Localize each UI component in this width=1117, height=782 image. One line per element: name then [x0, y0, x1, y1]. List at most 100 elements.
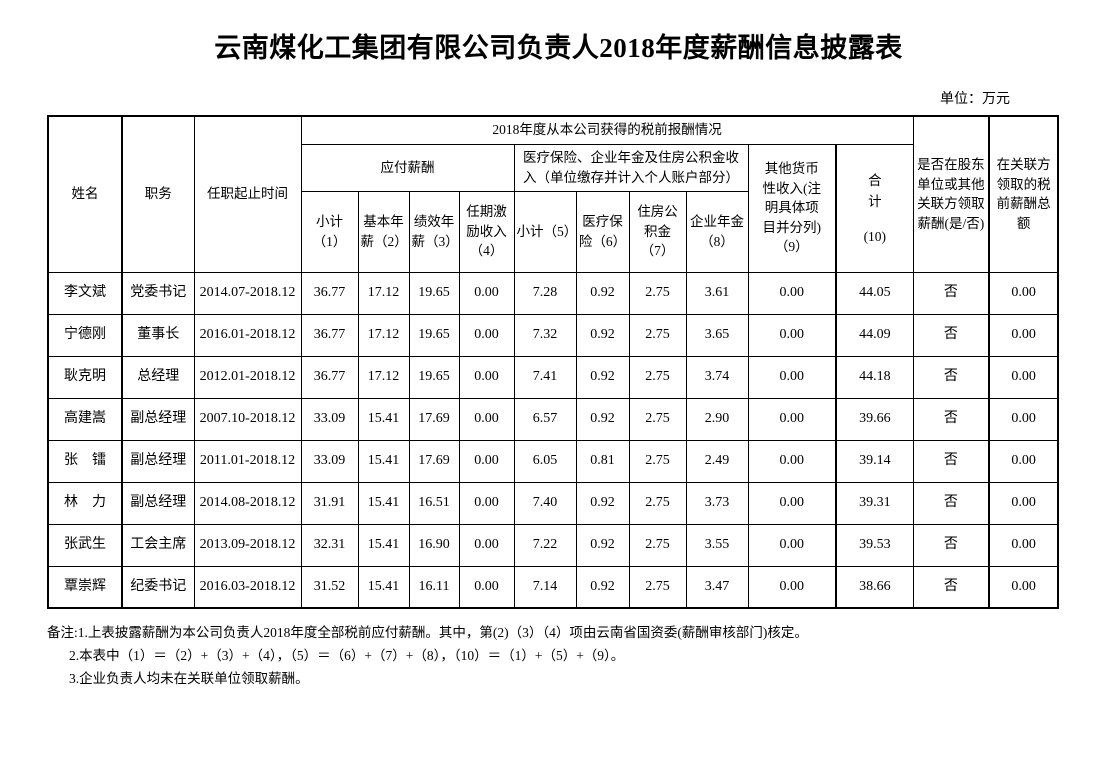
- cell-base-salary: 15.41: [357, 481, 410, 525]
- cell-base-salary: 15.41: [357, 397, 410, 441]
- table-row: 李文斌 党委书记 2014.07-2018.12 36.77 17.12 19.…: [47, 271, 1059, 315]
- cell-name: 李文斌: [47, 271, 123, 315]
- cell-name: 覃崇辉: [47, 565, 123, 609]
- header-annuity: 企业年金（8）: [685, 190, 749, 273]
- cell-related-total: 0.00: [988, 313, 1059, 357]
- cell-medical-insurance: 0.92: [575, 355, 630, 399]
- cell-shareholder-pay: 否: [912, 439, 990, 483]
- cell-position: 董事长: [121, 313, 195, 357]
- cell-subtotal-1: 31.52: [300, 565, 359, 609]
- cell-position: 纪委书记: [121, 565, 195, 609]
- header-shareholder-pay: 是否在股东单位或其他关联方领取薪酬(是/否): [912, 115, 990, 273]
- cell-position: 工会主席: [121, 523, 195, 567]
- cell-base-salary: 15.41: [357, 439, 410, 483]
- cell-performance-salary: 19.65: [408, 271, 460, 315]
- cell-total: 39.14: [834, 439, 914, 483]
- cell-tenure-incentive: 0.00: [458, 523, 515, 567]
- cell-base-salary: 17.12: [357, 313, 410, 357]
- header-base-salary: 基本年薪（2）: [357, 190, 410, 273]
- table-row: 张武生 工会主席 2013.09-2018.12 32.31 15.41 16.…: [47, 523, 1059, 567]
- cell-term: 2016.03-2018.12: [193, 565, 302, 609]
- cell-term: 2012.01-2018.12: [193, 355, 302, 399]
- cell-subtotal-1: 33.09: [300, 397, 359, 441]
- header-insurance-group: 医疗保险、企业年金及住房公积金收入（单位缴存并计入个人账户部分）: [513, 143, 749, 192]
- cell-shareholder-pay: 否: [912, 565, 990, 609]
- header-subtotal-1: 小计（1）: [300, 190, 359, 273]
- cell-position: 副总经理: [121, 397, 195, 441]
- cell-position: 副总经理: [121, 439, 195, 483]
- cell-other-income: 0.00: [747, 523, 837, 567]
- cell-subtotal-5: 7.14: [513, 565, 577, 609]
- cell-name: 耿克明: [47, 355, 123, 399]
- cell-annuity: 3.65: [685, 313, 749, 357]
- cell-subtotal-5: 7.40: [513, 481, 577, 525]
- note-line-2: 2.本表中（1）＝（2）+（3）+（4），（5）＝（6）+（7）+（8），（10…: [69, 648, 625, 663]
- cell-shareholder-pay: 否: [912, 313, 990, 357]
- cell-annuity: 3.47: [685, 565, 749, 609]
- cell-term: 2014.08-2018.12: [193, 481, 302, 525]
- cell-name: 张 镭: [47, 439, 123, 483]
- cell-medical-insurance: 0.92: [575, 523, 630, 567]
- cell-total: 39.66: [834, 397, 914, 441]
- cell-position: 副总经理: [121, 481, 195, 525]
- cell-total: 39.53: [834, 523, 914, 567]
- note-line-3: 3.企业负责人均未在关联单位领取薪酬。: [69, 671, 309, 686]
- cell-related-total: 0.00: [988, 355, 1059, 399]
- cell-related-total: 0.00: [988, 523, 1059, 567]
- cell-total: 44.05: [834, 271, 914, 315]
- cell-subtotal-5: 7.22: [513, 523, 577, 567]
- cell-name: 宁德刚: [47, 313, 123, 357]
- header-housing-fund: 住房公积金（7）: [628, 190, 687, 273]
- cell-related-total: 0.00: [988, 565, 1059, 609]
- cell-shareholder-pay: 否: [912, 397, 990, 441]
- cell-housing-fund: 2.75: [628, 313, 687, 357]
- header-pretax-group: 2018年度从本公司获得的税前报酬情况: [300, 115, 914, 145]
- cell-base-salary: 17.12: [357, 271, 410, 315]
- cell-position: 总经理: [121, 355, 195, 399]
- cell-term: 2013.09-2018.12: [193, 523, 302, 567]
- cell-medical-insurance: 0.92: [575, 313, 630, 357]
- cell-subtotal-1: 36.77: [300, 271, 359, 315]
- cell-base-salary: 15.41: [357, 523, 410, 567]
- cell-base-salary: 17.12: [357, 355, 410, 399]
- table-row: 张 镭 副总经理 2011.01-2018.12 33.09 15.41 17.…: [47, 439, 1059, 483]
- cell-total: 38.66: [834, 565, 914, 609]
- header-related-total: 在关联方领取的税前薪酬总额: [988, 115, 1059, 273]
- cell-other-income: 0.00: [747, 565, 837, 609]
- unit-label: 单位：万元: [940, 92, 1010, 107]
- cell-tenure-incentive: 0.00: [458, 271, 515, 315]
- cell-subtotal-5: 7.41: [513, 355, 577, 399]
- header-tenure-incentive: 任期激励收入（4）: [458, 190, 515, 273]
- cell-annuity: 3.74: [685, 355, 749, 399]
- cell-housing-fund: 2.75: [628, 565, 687, 609]
- notes: 备注:1.上表披露薪酬为本公司负责人2018年度全部税前应付薪酬。其中，第(2)…: [47, 621, 1047, 690]
- cell-other-income: 0.00: [747, 271, 837, 315]
- cell-subtotal-5: 7.28: [513, 271, 577, 315]
- cell-total: 44.09: [834, 313, 914, 357]
- cell-performance-salary: 19.65: [408, 313, 460, 357]
- header-position: 职务: [121, 115, 195, 273]
- cell-subtotal-1: 36.77: [300, 355, 359, 399]
- table-row: 覃崇辉 纪委书记 2016.03-2018.12 31.52 15.41 16.…: [47, 565, 1059, 609]
- cell-tenure-incentive: 0.00: [458, 313, 515, 357]
- cell-other-income: 0.00: [747, 397, 837, 441]
- cell-related-total: 0.00: [988, 481, 1059, 525]
- cell-annuity: 3.55: [685, 523, 749, 567]
- table-body: 李文斌 党委书记 2014.07-2018.12 36.77 17.12 19.…: [47, 271, 1059, 609]
- cell-shareholder-pay: 否: [912, 481, 990, 525]
- cell-housing-fund: 2.75: [628, 355, 687, 399]
- cell-housing-fund: 2.75: [628, 523, 687, 567]
- cell-subtotal-5: 6.57: [513, 397, 577, 441]
- cell-total: 39.31: [834, 481, 914, 525]
- cell-other-income: 0.00: [747, 355, 837, 399]
- cell-shareholder-pay: 否: [912, 271, 990, 315]
- cell-annuity: 3.61: [685, 271, 749, 315]
- cell-performance-salary: 16.11: [408, 565, 460, 609]
- salary-table: 姓名 职务 任职起止时间 2018年度从本公司获得的税前报酬情况 是否在股东单位…: [47, 115, 1060, 609]
- cell-related-total: 0.00: [988, 271, 1059, 315]
- cell-other-income: 0.00: [747, 439, 837, 483]
- table-row: 林 力 副总经理 2014.08-2018.12 31.91 15.41 16.…: [47, 481, 1059, 525]
- cell-medical-insurance: 0.92: [575, 481, 630, 525]
- cell-subtotal-1: 36.77: [300, 313, 359, 357]
